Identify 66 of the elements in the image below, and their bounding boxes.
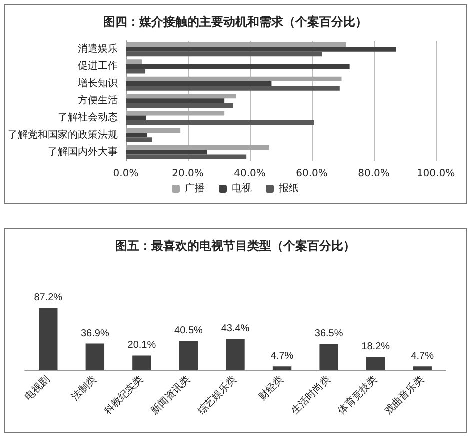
data-label: 87.2% bbox=[34, 292, 63, 304]
x-tick-label: 100.0% bbox=[416, 168, 456, 180]
x-tick-label: 电视剧 bbox=[22, 373, 52, 404]
data-label: 43.4% bbox=[221, 324, 250, 335]
bar bbox=[39, 308, 58, 370]
bar bbox=[126, 86, 340, 91]
x-tick-label: 生活时尚类 bbox=[289, 373, 333, 418]
x-tick-label: 0.0% bbox=[113, 168, 139, 180]
data-label: 20.1% bbox=[128, 340, 156, 352]
data-label: 4.7% bbox=[270, 351, 294, 362]
bar bbox=[126, 76, 342, 82]
bar bbox=[272, 366, 292, 370]
bar bbox=[126, 42, 346, 48]
legend-label: 报纸 bbox=[278, 182, 299, 194]
chart-title: 图五：最喜欢的电视节目类型（个案百分比） bbox=[116, 239, 356, 253]
x-tick-label: 科教纪实类 bbox=[102, 373, 146, 418]
bar bbox=[86, 344, 105, 370]
bar bbox=[126, 111, 225, 116]
x-tick-label: 20.0% bbox=[172, 168, 204, 180]
y-tick-label: 了解社会动态 bbox=[58, 112, 118, 124]
bar bbox=[126, 82, 272, 86]
data-label: 4.7% bbox=[411, 351, 434, 362]
bar bbox=[132, 356, 152, 370]
x-tick-label: 财经类 bbox=[256, 373, 286, 404]
bar bbox=[126, 98, 225, 104]
x-tick-label: 戏曲音乐类 bbox=[382, 373, 426, 418]
data-label: 36.9% bbox=[80, 328, 110, 340]
bar bbox=[320, 344, 338, 370]
bar bbox=[126, 52, 322, 57]
y-tick-label: 方便生活 bbox=[78, 94, 118, 106]
x-tick-label: 法制类 bbox=[69, 373, 100, 404]
bar bbox=[226, 339, 245, 370]
bar bbox=[126, 94, 236, 99]
x-tick-label: 40.0% bbox=[234, 168, 266, 180]
bar bbox=[126, 64, 350, 70]
y-tick-label: 促进工作 bbox=[78, 60, 118, 72]
x-tick-label: 综艺娱乐类 bbox=[196, 373, 240, 418]
bar bbox=[179, 341, 198, 370]
x-tick-label: 60.0% bbox=[296, 168, 328, 180]
y-tick-label: 增长知识 bbox=[77, 77, 118, 90]
legend-label: 广播 bbox=[185, 182, 205, 194]
chart-title: 图四：媒介接触的主要动机和需求（个案百分比） bbox=[104, 15, 368, 29]
x-tick-label: 新闻资讯类 bbox=[148, 373, 193, 418]
bar bbox=[413, 366, 432, 370]
x-tick-label: 体育竞技类 bbox=[336, 373, 380, 418]
bar bbox=[126, 128, 181, 133]
data-label: 40.5% bbox=[174, 326, 204, 337]
bar bbox=[126, 47, 396, 52]
y-tick-label: 消遣娱乐 bbox=[78, 43, 118, 56]
bar bbox=[126, 120, 314, 126]
bar bbox=[126, 154, 247, 160]
bar bbox=[126, 138, 152, 142]
bar bbox=[126, 60, 142, 64]
bar bbox=[366, 357, 386, 370]
legend-label: 电视 bbox=[232, 182, 252, 194]
bar bbox=[126, 103, 234, 108]
bar bbox=[126, 116, 146, 120]
data-label: 36.5% bbox=[314, 328, 344, 340]
y-tick-label: 了解党和国家的政策法规 bbox=[8, 128, 118, 141]
bar bbox=[126, 150, 208, 155]
data-label: 18.2% bbox=[362, 342, 390, 353]
bar bbox=[126, 132, 148, 138]
bar bbox=[126, 69, 146, 74]
y-tick-label: 了解国内外大事 bbox=[48, 146, 118, 158]
x-tick-label: 80.0% bbox=[358, 168, 390, 180]
bar bbox=[126, 145, 270, 150]
